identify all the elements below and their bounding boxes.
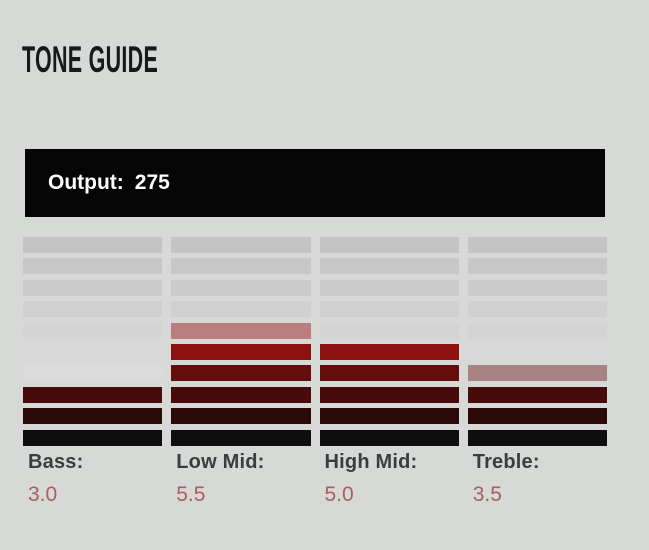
meter-value-text: 3.0: [28, 483, 58, 506]
meter-segment: [23, 258, 163, 275]
meter-segment: [467, 322, 607, 339]
meter-segment: [171, 365, 311, 382]
meter-label-treble: Treble: 3.5: [468, 451, 607, 507]
meter-label-bass: Bass: 3.0: [23, 451, 162, 507]
meter-value-text: 5.5: [176, 483, 206, 506]
meter-segment: [319, 322, 459, 339]
output-value: 275: [134, 171, 170, 194]
meter-segment: [467, 408, 607, 425]
meter-segment: [467, 386, 607, 403]
meter-label-high-mid: High Mid: 5.0: [320, 451, 459, 507]
meter-segment: [23, 343, 163, 360]
meter-segment: [467, 301, 607, 318]
meter-segment: [171, 322, 311, 339]
meter-segment: [467, 237, 607, 253]
meter-segment: [467, 279, 607, 296]
meter-segment: [467, 258, 607, 275]
meter-bass: [23, 237, 163, 446]
meter-segment: [319, 386, 459, 403]
meter-label-text: Low Mid:: [176, 451, 265, 473]
meter-label-text: High Mid:: [324, 451, 418, 473]
output-display: Output: 275: [25, 149, 605, 217]
meter-segment: [319, 258, 459, 275]
meter-segment: [319, 301, 459, 318]
meter-value-text: 3.5: [472, 483, 502, 506]
meter-segment: [319, 343, 459, 360]
meter-segment: [319, 408, 459, 425]
output-label: Output:: [48, 171, 124, 194]
meter-label-low-mid: Low Mid: 5.5: [171, 451, 310, 507]
meter-segment: [23, 386, 163, 403]
meter-segment: [171, 258, 311, 275]
meter-segment: [319, 237, 459, 253]
meter-segment: [23, 322, 163, 339]
meter-segment: [171, 237, 311, 253]
meter-segment: [23, 408, 163, 425]
meter-label-text: Bass:: [28, 451, 84, 473]
meter-high-mid: [319, 237, 459, 446]
meter-label-text: Treble:: [472, 451, 540, 473]
meter-segment: [171, 343, 311, 360]
meter-segment: [319, 429, 459, 446]
meter-segment: [319, 365, 459, 382]
meter-segment: [23, 301, 163, 318]
meter-segment: [467, 365, 607, 382]
meter-segment: [23, 429, 163, 446]
tone-meters: [23, 237, 607, 446]
meter-segment: [23, 237, 163, 253]
meter-low-mid: [171, 237, 311, 446]
meter-segment: [23, 365, 163, 382]
meter-segment: [467, 429, 607, 446]
meter-labels-row: Bass: 3.0 Low Mid: 5.5 High Mid: 5.0 Tre…: [23, 451, 607, 507]
meter-segment: [319, 279, 459, 296]
meter-segment: [171, 386, 311, 403]
meter-segment: [171, 408, 311, 425]
meter-segment: [171, 429, 311, 446]
meter-segment: [467, 343, 607, 360]
meter-segment: [171, 301, 311, 318]
meter-segment: [171, 279, 311, 296]
meter-value-text: 5.0: [324, 483, 354, 506]
page-title: TONE GUIDE: [22, 39, 159, 80]
meter-segment: [23, 279, 163, 296]
meter-treble: [467, 237, 607, 446]
